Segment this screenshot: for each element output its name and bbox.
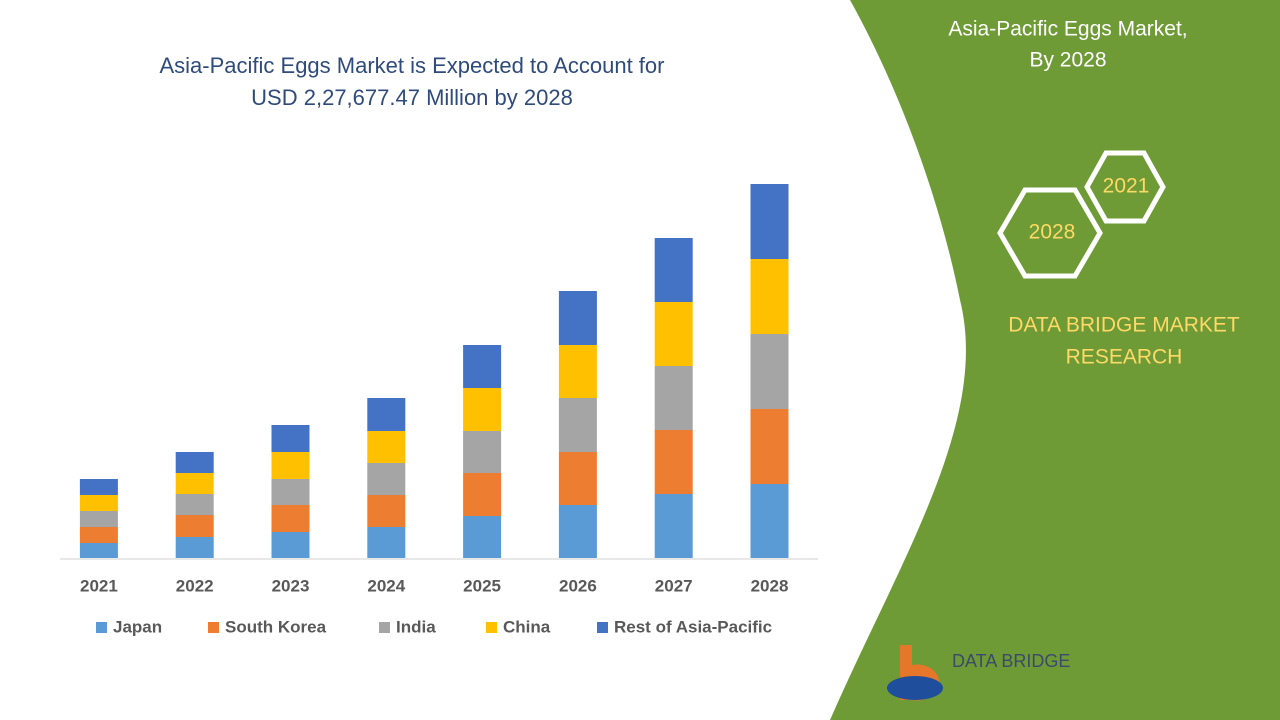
brand-text: DATA BRIDGE MARKET	[1008, 314, 1240, 337]
hexagon-label: 2028	[1029, 221, 1076, 244]
bar-segment	[367, 398, 406, 431]
x-tick-label: 2024	[367, 576, 405, 595]
bar-segment	[750, 184, 789, 259]
bar-segment	[463, 388, 502, 431]
x-tick-label: 2022	[176, 576, 214, 595]
bar-segment	[79, 479, 118, 495]
bar-segment	[367, 527, 406, 558]
panel-title: By 2028	[1029, 49, 1106, 72]
legend-swatch	[208, 622, 219, 633]
legend-swatch	[379, 622, 390, 633]
bar-segment	[654, 366, 693, 430]
brand-text: RESEARCH	[1066, 346, 1183, 369]
bar-segment	[79, 527, 118, 543]
bar-segment	[79, 511, 118, 527]
bar-segment	[654, 494, 693, 558]
bar-segment	[175, 452, 214, 473]
side-panel	[830, 0, 1280, 720]
legend-swatch	[486, 622, 497, 633]
bar-segment	[79, 543, 118, 558]
bar-segment	[367, 431, 406, 463]
logo-mark	[887, 676, 943, 700]
bar-segment	[463, 431, 502, 473]
hexagon-label: 2021	[1103, 175, 1150, 198]
bar-segment	[271, 505, 310, 532]
bar-segment	[79, 495, 118, 511]
bar-segment	[558, 291, 597, 345]
bar-segment	[175, 537, 214, 558]
chart-title: Asia-Pacific Eggs Market is Expected to …	[159, 53, 664, 110]
bar-segment	[558, 345, 597, 398]
legend-label: Rest of Asia-Pacific	[614, 617, 772, 636]
bar-segment	[463, 345, 502, 388]
hexagon	[997, 187, 1103, 279]
bar-segment	[367, 463, 406, 495]
bar-segment	[463, 473, 502, 516]
panel-title: Asia-Pacific Eggs Market,	[948, 18, 1187, 41]
legend-label: China	[503, 617, 551, 636]
bar-segment	[558, 505, 597, 558]
bar-segment	[654, 430, 693, 494]
bar-segment	[175, 473, 214, 494]
bar-segment	[750, 409, 789, 484]
x-tick-label: 2027	[655, 576, 693, 595]
bar-segment	[654, 238, 693, 302]
x-tick-label: 2023	[272, 576, 310, 595]
bar-segment	[271, 532, 310, 558]
x-tick-label: 2021	[80, 576, 118, 595]
bar-segment	[654, 302, 693, 366]
bar-segment	[750, 259, 789, 334]
bar-segment	[271, 479, 310, 505]
x-tick-label: 2025	[463, 576, 501, 595]
bar-segment	[750, 334, 789, 409]
legend-label: Japan	[113, 617, 162, 636]
bar-segment	[271, 425, 310, 452]
bar-segment	[175, 494, 214, 515]
x-tick-label: 2028	[751, 576, 789, 595]
bar-segment	[367, 495, 406, 527]
bar-segment	[271, 452, 310, 479]
bar-segment	[175, 515, 214, 537]
legend-swatch	[96, 622, 107, 633]
legend-swatch	[597, 622, 608, 633]
bar-segment	[558, 452, 597, 505]
bar-segment	[750, 484, 789, 558]
logo-text: DATA BRIDGE	[952, 651, 1070, 671]
hexagon	[1084, 150, 1166, 224]
x-tick-label: 2026	[559, 576, 597, 595]
legend-label: South Korea	[225, 617, 327, 636]
bar-segment	[463, 516, 502, 558]
legend-label: India	[396, 617, 436, 636]
bar-segment	[558, 398, 597, 452]
